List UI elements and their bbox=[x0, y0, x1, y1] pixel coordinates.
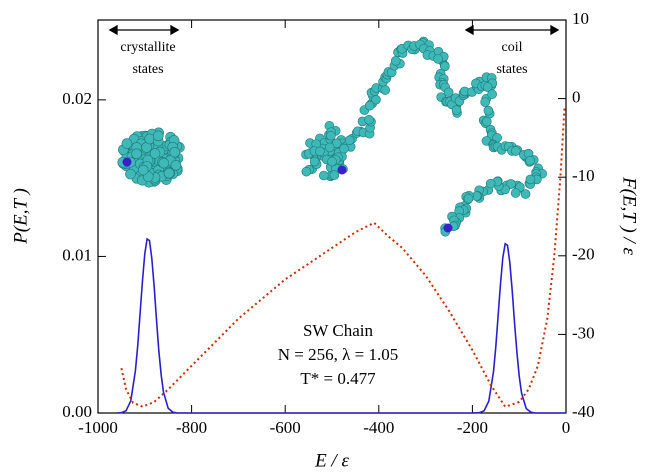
bead bbox=[344, 135, 355, 146]
y2-tick-label: 10 bbox=[572, 9, 589, 28]
end-bead bbox=[122, 157, 132, 167]
bead bbox=[451, 105, 462, 115]
y2-axis-title: F(E,T ) / ε bbox=[619, 176, 640, 255]
bead bbox=[329, 170, 340, 180]
bead bbox=[169, 146, 181, 158]
y2-tick-label: 0 bbox=[572, 88, 581, 107]
bead bbox=[125, 168, 136, 180]
annotation: states bbox=[132, 62, 163, 77]
y-tick-label: 0.00 bbox=[62, 402, 92, 421]
bead bbox=[149, 148, 161, 159]
bead bbox=[158, 157, 170, 169]
x-tick-label: -400 bbox=[363, 418, 394, 437]
series-line bbox=[120, 106, 566, 408]
bead bbox=[443, 87, 454, 98]
bead bbox=[170, 160, 182, 171]
bead bbox=[137, 164, 149, 176]
bead bbox=[326, 130, 336, 141]
arrow-head bbox=[464, 24, 560, 36]
bead bbox=[510, 146, 521, 156]
bead bbox=[315, 146, 325, 157]
y-axis-title: P(E,T ) bbox=[10, 188, 31, 245]
bead bbox=[318, 170, 329, 181]
bead bbox=[463, 193, 474, 204]
bead bbox=[324, 142, 335, 153]
bead bbox=[483, 105, 494, 116]
annotation: states bbox=[496, 62, 527, 77]
bead bbox=[131, 148, 142, 160]
bead bbox=[364, 100, 375, 111]
bead bbox=[153, 130, 164, 142]
x-tick-label: -1000 bbox=[78, 418, 118, 437]
y2-tick-label: -30 bbox=[572, 323, 595, 342]
y-tick-label: 0.02 bbox=[62, 89, 92, 108]
x-tick-label: -200 bbox=[457, 418, 488, 437]
bead bbox=[121, 138, 133, 149]
bead bbox=[364, 114, 374, 125]
y2-tick-label: -20 bbox=[572, 245, 595, 264]
arrows bbox=[108, 24, 560, 36]
bead bbox=[525, 174, 536, 185]
bead bbox=[440, 61, 450, 72]
annotation: N = 256, λ = 1.05 bbox=[278, 345, 398, 364]
x-axis-title: E / ε bbox=[314, 450, 349, 471]
bead bbox=[339, 143, 349, 154]
bead bbox=[390, 55, 401, 66]
bead bbox=[525, 155, 535, 166]
molecule-images bbox=[117, 36, 547, 237]
end-bead bbox=[443, 223, 453, 233]
x-tick-label: -600 bbox=[270, 418, 301, 437]
bead bbox=[510, 188, 521, 198]
bead bbox=[301, 166, 312, 177]
y2-tick-label: -10 bbox=[572, 166, 595, 185]
y-tick-label: 0.01 bbox=[62, 245, 92, 264]
x-tick-label: -800 bbox=[176, 418, 207, 437]
bead bbox=[480, 97, 490, 107]
annotation: coil bbox=[502, 40, 523, 55]
bead bbox=[309, 156, 320, 167]
end-bead bbox=[337, 165, 347, 175]
bead bbox=[485, 178, 496, 189]
bead bbox=[163, 167, 175, 179]
bead bbox=[482, 116, 492, 127]
series-line bbox=[116, 237, 566, 414]
arrow-head bbox=[108, 24, 180, 36]
bead bbox=[520, 189, 531, 199]
bead bbox=[506, 179, 516, 189]
bead bbox=[487, 89, 497, 100]
y2-tick-label: -40 bbox=[572, 402, 595, 421]
bead bbox=[433, 54, 443, 64]
bead bbox=[482, 82, 493, 92]
annotation: T* = 0.477 bbox=[300, 369, 376, 388]
bead bbox=[327, 156, 337, 167]
annotation: SW Chain bbox=[303, 321, 374, 340]
x-tick-label: 0 bbox=[562, 418, 571, 437]
bead bbox=[380, 85, 391, 95]
annotation: crystallite bbox=[120, 40, 175, 55]
